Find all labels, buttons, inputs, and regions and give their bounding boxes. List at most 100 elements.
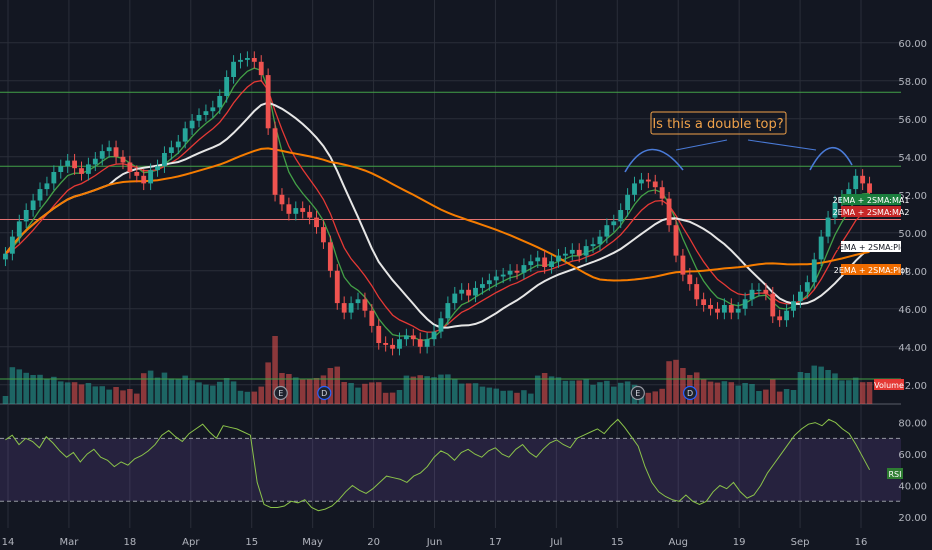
volume-bar — [555, 377, 562, 404]
second-peak-arc — [809, 146, 853, 171]
volume-bar — [210, 385, 216, 404]
rsi-tag-label: RSI — [889, 470, 902, 479]
volume-bar — [528, 393, 534, 404]
first-peak-arc — [624, 148, 684, 173]
candle-body — [466, 289, 472, 296]
candle-body — [286, 204, 292, 214]
volume-bar — [2, 396, 9, 404]
candle-body — [715, 308, 720, 313]
time-tick-label: May — [302, 537, 323, 548]
volume-bar — [389, 392, 396, 404]
time-tick-label: Mar — [59, 537, 79, 548]
volume-bar — [313, 378, 320, 404]
time-tick-label: 20 — [367, 537, 380, 548]
volume-bar — [742, 383, 748, 404]
volume-bar — [182, 375, 188, 404]
candle-body — [583, 246, 589, 256]
candle-body — [632, 183, 637, 195]
annotation-box — [650, 111, 787, 135]
candle-body — [390, 344, 395, 349]
volume-bar — [846, 380, 852, 404]
volume-bar — [548, 376, 555, 404]
candle-body — [791, 301, 796, 311]
volume-bar — [120, 390, 126, 404]
time-tick-label: 19 — [733, 537, 746, 548]
volume-bar — [707, 381, 714, 404]
volume-bar — [438, 374, 444, 404]
time-tick-label: 14 — [2, 537, 15, 548]
volume-bar — [852, 377, 859, 404]
candle-body — [521, 265, 527, 273]
volume-bar — [617, 382, 624, 404]
candle-body — [728, 305, 734, 313]
time-tick-label: Sep — [791, 537, 810, 548]
event-marker-label: D — [321, 389, 327, 398]
candle-body — [749, 289, 755, 300]
rsi-tick-label: 60.00 — [898, 450, 927, 461]
candle-body — [182, 128, 188, 142]
volume-bar — [728, 382, 735, 404]
volume-bar — [44, 379, 50, 404]
candle-body — [452, 293, 458, 304]
candle-body — [694, 284, 700, 300]
candle-body — [155, 166, 160, 171]
volume-bar — [99, 386, 105, 404]
candle-body — [134, 172, 140, 176]
volume-bar — [866, 382, 873, 404]
volume-bar — [825, 370, 831, 404]
candle-body — [210, 107, 216, 112]
candle-body — [189, 120, 195, 129]
volume-bar — [693, 372, 700, 404]
candle-body — [569, 249, 575, 254]
volume-bar — [859, 382, 866, 404]
time-tick-label: Jun — [426, 537, 443, 548]
candle-body — [321, 227, 326, 243]
series-tag — [841, 194, 901, 205]
volume-bar — [839, 380, 845, 404]
candle-body — [542, 257, 548, 267]
candle-body — [300, 208, 306, 212]
rsi-panel — [0, 418, 901, 512]
volume-bar — [763, 389, 769, 404]
candle-body — [652, 181, 658, 188]
volume-bar — [369, 382, 375, 404]
candles — [3, 51, 872, 356]
candle-body — [431, 331, 437, 340]
event-marker-label: E — [278, 389, 283, 398]
candle-body — [120, 156, 126, 163]
event-marker-label: E — [635, 389, 640, 398]
volume-bar — [189, 380, 195, 404]
volume-bar — [78, 384, 85, 404]
candle-body — [687, 274, 693, 285]
volume-bar — [756, 391, 762, 404]
volume-bar — [216, 381, 223, 404]
candle-body — [611, 221, 617, 226]
volume-bar — [659, 388, 665, 404]
rsi-tag — [887, 468, 903, 479]
price-tick-label: 48.00 — [898, 267, 927, 278]
price-tick-label: 56.00 — [898, 115, 927, 126]
candle-body — [369, 310, 375, 326]
candle-body — [832, 202, 838, 218]
volume-bar — [479, 386, 486, 404]
volume-bar — [375, 382, 382, 404]
volume-bar — [37, 374, 43, 404]
series-tag — [841, 241, 901, 252]
candle-body — [604, 225, 610, 237]
volume-bar — [541, 373, 548, 404]
time-tick-label: 15 — [611, 537, 624, 548]
candle-body — [659, 187, 665, 199]
candle-body — [65, 160, 71, 167]
volume-bar — [196, 382, 202, 404]
time-tick-label: 16 — [855, 537, 868, 548]
candle-body — [846, 189, 852, 197]
event-marker — [630, 385, 645, 401]
volume-bar — [465, 383, 472, 404]
volume-bar — [700, 379, 707, 404]
volume-bar — [16, 369, 23, 404]
candle-body — [763, 289, 769, 294]
candle-body — [742, 299, 748, 309]
volume-bar — [500, 390, 506, 404]
candle-body — [258, 61, 264, 76]
